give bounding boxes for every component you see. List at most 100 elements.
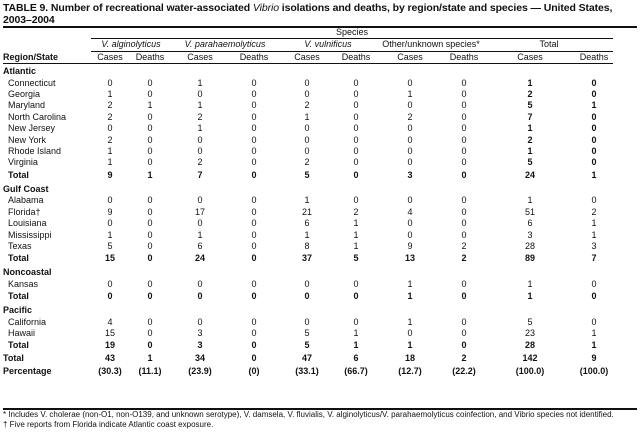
cell: 6 — [353, 353, 359, 364]
cell: 6 — [527, 218, 533, 229]
cell: 0 — [304, 77, 310, 88]
cell: 1 — [591, 340, 597, 351]
table-row: Connecticut 0 0 1 0 0 0 0 0 1 0 — [3, 78, 613, 89]
cell: 0 — [147, 240, 153, 251]
table-row: Rhode Island 1 0 0 0 0 0 0 0 1 0 — [3, 146, 613, 157]
col-cases: Cases — [91, 51, 129, 65]
cell: 0 — [461, 229, 467, 240]
region-header: Pacific — [3, 303, 613, 316]
group-other: Other/unknown species* — [377, 38, 485, 52]
row-label: Total — [8, 340, 29, 351]
cell: 0 — [591, 316, 597, 327]
cell: 0 — [304, 134, 310, 145]
cell: 0 — [304, 123, 310, 134]
row-label: Virginia — [8, 157, 38, 168]
cell: 0 — [251, 157, 257, 168]
region-header: Noncoastal — [3, 265, 613, 278]
cell: 0 — [251, 340, 257, 351]
footnote-dagger: † Five reports from Florida indicate Atl… — [3, 420, 214, 429]
cell: 0 — [461, 111, 467, 122]
cell: 28 — [524, 240, 535, 251]
cell: 3 — [197, 327, 203, 338]
cell: 0 — [197, 316, 203, 327]
row-label: California — [8, 316, 47, 327]
row-label: Hawaii — [8, 327, 36, 338]
cell: 0 — [591, 123, 597, 134]
cell: 1 — [147, 100, 153, 111]
cell: 0 — [147, 195, 153, 206]
cell: 0 — [461, 340, 467, 351]
cell: 9 — [407, 240, 413, 251]
cell: 0 — [304, 146, 310, 157]
cell: 2 — [527, 89, 533, 100]
cell: 0 — [407, 327, 413, 338]
row-label: Total — [3, 353, 24, 364]
cell: 1 — [197, 100, 203, 111]
cell: (0) — [248, 366, 260, 377]
cell: 0 — [251, 218, 257, 229]
cell: 0 — [461, 123, 467, 134]
region-header: Gulf Coast — [3, 182, 613, 195]
cell: 0 — [304, 89, 310, 100]
cell: 1 — [527, 278, 533, 289]
cell: 0 — [147, 134, 153, 145]
cell: 2 — [461, 253, 467, 264]
row-label: Percentage — [3, 366, 52, 377]
cell: 0 — [147, 340, 153, 351]
cell: 21 — [301, 206, 312, 217]
cell: 0 — [591, 195, 597, 206]
table-row: Maryland 2 1 1 0 2 0 0 0 5 1 — [3, 100, 613, 111]
cell: 89 — [524, 253, 535, 264]
cell: 2 — [304, 100, 310, 111]
cell: 24 — [524, 169, 535, 180]
cell: 15 — [104, 327, 115, 338]
cell: 0 — [251, 290, 257, 301]
region-name: Pacific — [3, 305, 33, 316]
cell: 1 — [107, 157, 113, 168]
cell: 28 — [524, 340, 535, 351]
cell: 2 — [591, 206, 597, 217]
cell: 0 — [107, 195, 113, 206]
footnotes: * Includes V. cholerae (non-O1, non-O139… — [3, 410, 637, 430]
cell: 0 — [461, 290, 467, 301]
cell: 4 — [407, 206, 413, 217]
cell: 0 — [461, 278, 467, 289]
table-title: TABLE 9. Number of recreational water-as… — [3, 2, 613, 26]
cell: 2 — [304, 157, 310, 168]
vibrio-table: Species V. alginolyticus V. parahaemolyt… — [3, 27, 613, 378]
row-label: North Carolina — [8, 111, 67, 122]
cell: 1 — [107, 146, 113, 157]
cell: 2 — [197, 157, 203, 168]
cell: 2 — [197, 111, 203, 122]
cell: 2 — [107, 111, 113, 122]
cell: 0 — [407, 134, 413, 145]
cell: 47 — [301, 353, 312, 364]
table-row: Virginia 1 0 2 0 2 0 0 0 5 0 — [3, 157, 613, 168]
col-cases: Cases — [279, 51, 335, 65]
cell: 3 — [527, 229, 533, 240]
cell: (11.1) — [138, 366, 162, 377]
cell: (100.0) — [515, 366, 545, 377]
cell: 0 — [353, 169, 359, 180]
cell: 0 — [251, 353, 257, 364]
cell: 0 — [353, 89, 359, 100]
cell: 0 — [197, 134, 203, 145]
cell: 0 — [304, 316, 310, 327]
cell: 0 — [251, 240, 257, 251]
table-row: Florida† 9 0 17 0 21 2 4 0 51 2 — [3, 207, 613, 218]
row-label: Total — [8, 290, 29, 301]
row-label: Florida† — [8, 206, 41, 217]
cell: 0 — [353, 77, 359, 88]
cell: 0 — [147, 290, 153, 301]
cell: 0 — [147, 229, 153, 240]
cell: 0 — [461, 195, 467, 206]
region-total-row: Total 9 1 7 0 5 0 3 0 24 1 — [3, 169, 613, 182]
cell: 1 — [407, 316, 413, 327]
row-label: Kansas — [8, 278, 39, 289]
cell: 1 — [353, 340, 359, 351]
cell: 142 — [522, 353, 538, 364]
cell: 0 — [251, 327, 257, 338]
cell: 1 — [353, 229, 359, 240]
row-label: New York — [8, 134, 47, 145]
row-label: New Jersey — [8, 123, 56, 134]
